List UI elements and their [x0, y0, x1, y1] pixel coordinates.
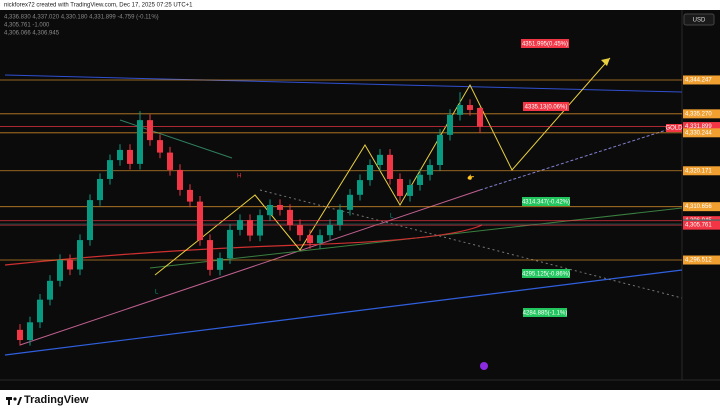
- candle-body: [237, 220, 243, 230]
- level-label: 4,305.761: [685, 223, 712, 229]
- level-label: 4,331.899: [685, 124, 712, 130]
- candle-body: [147, 120, 153, 141]
- level-label: 4,344.247: [685, 78, 712, 84]
- level-tag: [683, 122, 720, 132]
- candle-body: [297, 224, 303, 236]
- logo: [6, 397, 22, 405]
- candle-body: [467, 105, 473, 110]
- candle-body: [447, 114, 453, 135]
- candle-body: [277, 204, 283, 210]
- candle-body: [177, 169, 183, 190]
- candle-body: [287, 209, 293, 225]
- level-label: 4,310.656: [685, 204, 712, 210]
- candle-body: [197, 201, 203, 241]
- symbol-label: GOLD: [665, 126, 683, 132]
- candle-body: [187, 189, 193, 202]
- candle-body: [337, 209, 343, 225]
- candle-body: [217, 258, 223, 270]
- target-label: 4284.885(-1.1%): [523, 311, 568, 317]
- attribution: nickforex72 created with TradingView.com…: [4, 3, 193, 9]
- candle-body: [167, 152, 173, 170]
- candle-body: [307, 235, 313, 244]
- candle-body: [47, 280, 53, 300]
- target-label: 4295.125(-0.86%): [522, 272, 570, 278]
- candle-body: [157, 140, 163, 153]
- candle-body: [67, 260, 73, 270]
- candle-body: [137, 120, 143, 164]
- candle-body: [227, 229, 233, 259]
- candle-body: [327, 224, 333, 236]
- legend-row: 4,305.761 -1.000: [4, 23, 50, 29]
- candle-body: [367, 165, 373, 181]
- pattern-label: L: [390, 214, 394, 220]
- currency-box[interactable]: [683, 13, 715, 26]
- level-tag: [683, 75, 720, 85]
- level-tag: [683, 255, 720, 265]
- candle-body: [317, 235, 323, 244]
- candle-body: [17, 329, 23, 341]
- candle-body: [477, 107, 483, 127]
- legend-row: 4,336.830 4,337.020 4,330.180 4,331.899 …: [4, 15, 159, 21]
- candle-body: [37, 299, 43, 323]
- trend-line: [479, 124, 683, 191]
- level-label: 4,335.270: [685, 111, 712, 117]
- level-label: 4,296.512: [685, 258, 712, 264]
- target-box: [523, 308, 567, 317]
- candle-body: [117, 149, 123, 161]
- candle-body: [347, 194, 353, 210]
- candle-body: [247, 220, 253, 236]
- trend-line: [4, 74, 683, 93]
- candle-body: [417, 174, 423, 186]
- level-tag: [683, 202, 720, 212]
- candle-body: [377, 154, 383, 166]
- level-tag: [683, 128, 720, 138]
- candle-body: [27, 322, 33, 341]
- event-icon[interactable]: [480, 362, 488, 370]
- candle-body: [427, 165, 433, 175]
- level-tag: [683, 220, 720, 230]
- candle-body: [457, 105, 463, 115]
- candle-body: [107, 160, 113, 179]
- trend-line: [19, 189, 481, 346]
- candle-body: [57, 260, 63, 281]
- candle-body: [97, 178, 103, 201]
- candle-body: [127, 149, 133, 164]
- candle-body: [257, 215, 263, 236]
- currency[interactable]: USD: [693, 18, 706, 24]
- target-label: 4351.995(0.45%): [522, 42, 568, 48]
- pattern-label: H: [237, 174, 241, 180]
- legend-row: 4,306.066 4,306.945: [4, 31, 60, 37]
- target-box: [522, 269, 570, 278]
- target-box: [522, 197, 570, 206]
- target-label: 4335.13(0.06%): [525, 105, 568, 111]
- candle-body: [357, 180, 363, 195]
- candle-body: [267, 204, 273, 216]
- target-box: [521, 39, 569, 48]
- candle-body: [437, 134, 443, 166]
- level-label: 4,320.171: [685, 168, 712, 174]
- candle-body: [207, 240, 213, 270]
- candle-body: [387, 154, 393, 179]
- target-box: [523, 102, 569, 111]
- moving-average: [4, 224, 483, 266]
- symbol-box: [666, 124, 682, 132]
- zigzag: [154, 57, 611, 276]
- level-tag: [683, 109, 720, 119]
- pattern-label: L: [155, 290, 159, 296]
- target-label: 4314.347(-0.42%): [522, 200, 570, 206]
- candle-body: [397, 178, 403, 196]
- trend-line: [4, 269, 683, 356]
- level-tag: [683, 166, 720, 176]
- candle-body: [87, 200, 93, 241]
- candle-body: [77, 240, 83, 270]
- hand-icon: 👉: [467, 174, 475, 182]
- arrow-head: [601, 58, 610, 66]
- brand: TradingView: [24, 394, 89, 406]
- candle-body: [407, 185, 413, 196]
- level-label: 4,330.244: [685, 130, 712, 136]
